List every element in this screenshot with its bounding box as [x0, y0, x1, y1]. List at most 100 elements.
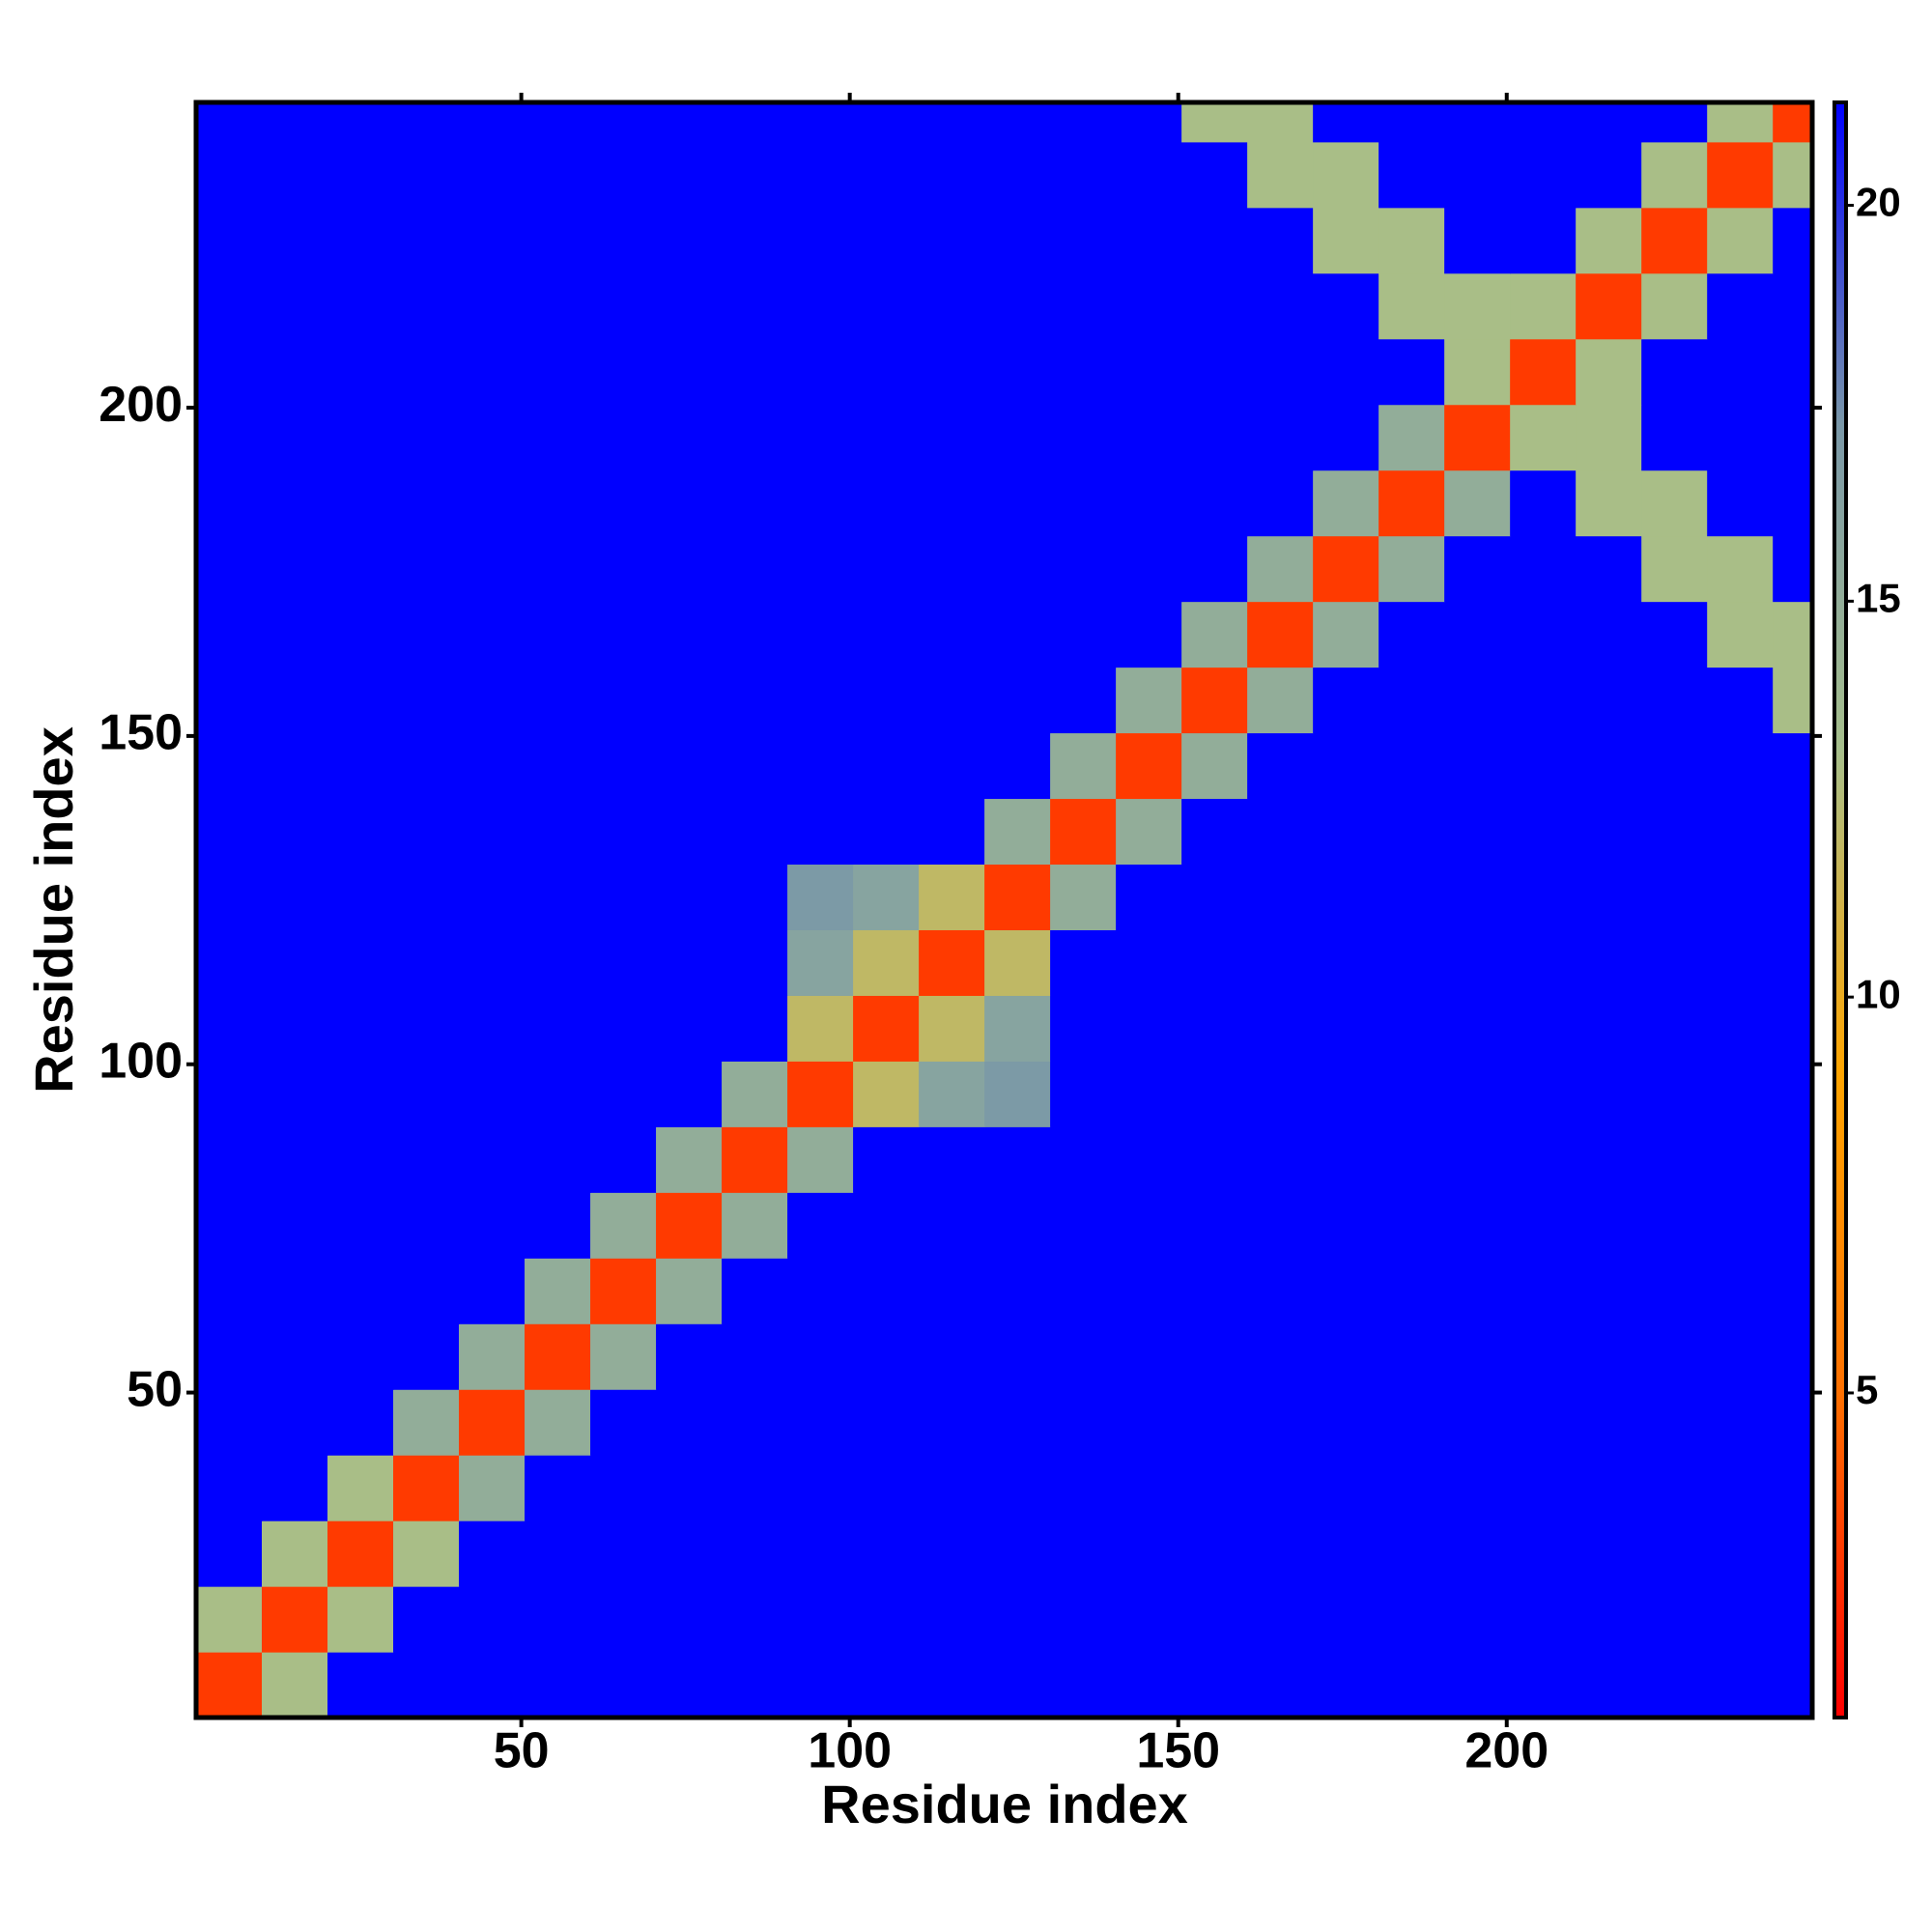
heatmap-cell [1641, 272, 1708, 340]
heatmap-cell [1510, 1652, 1577, 1719]
heatmap-cell [787, 1520, 854, 1587]
heatmap-cell [1050, 601, 1117, 668]
heatmap-cell [984, 1389, 1051, 1456]
heatmap-cell [393, 404, 460, 471]
heatmap-cell [1247, 404, 1314, 471]
heatmap-cell [262, 1126, 328, 1193]
heatmap-cell [919, 1061, 985, 1127]
heatmap-cell [393, 1389, 460, 1456]
heatmap-cell [1444, 338, 1511, 406]
heatmap-cell [1247, 102, 1314, 143]
heatmap-cell [1116, 732, 1182, 800]
heatmap-cell [1641, 535, 1708, 603]
heatmap-cell [459, 601, 526, 668]
heatmap-cell [262, 1586, 328, 1653]
heatmap-cell [1773, 141, 1813, 209]
heatmap-cell [459, 469, 526, 537]
heatmap-cell [1116, 995, 1182, 1062]
heatmap-cell [984, 1520, 1051, 1587]
heatmap-cell [327, 601, 394, 668]
heatmap-cell [1707, 1586, 1774, 1653]
heatmap-cell [327, 535, 394, 603]
heatmap-cell [919, 1126, 985, 1193]
heatmap-cell [1181, 141, 1248, 209]
heatmap-cell [393, 864, 460, 930]
heatmap-cell [1313, 1323, 1379, 1390]
heatmap-cell [1181, 995, 1248, 1062]
heatmap-cell [787, 272, 854, 340]
heatmap-cell [1641, 1652, 1708, 1719]
heatmap-cell [1773, 995, 1813, 1062]
heatmap-cell [656, 272, 723, 340]
heatmap-cell [722, 732, 788, 800]
heatmap-cell [1444, 1258, 1511, 1324]
heatmap-cell [984, 1586, 1051, 1653]
heatmap-cell [1773, 535, 1813, 603]
heatmap-cell [1641, 404, 1708, 471]
heatmap-cell [1378, 1126, 1445, 1193]
heatmap-cell [327, 1652, 394, 1719]
heatmap-cell [1247, 995, 1314, 1062]
heatmap-cell [722, 535, 788, 603]
heatmap-cell [1313, 1586, 1379, 1653]
heatmap-cell [984, 404, 1051, 471]
heatmap-cell [919, 338, 985, 406]
heatmap-cell [1707, 1652, 1774, 1719]
heatmap-cell [196, 798, 263, 866]
heatmap-cell [853, 1126, 920, 1193]
heatmap-cell [1116, 1192, 1182, 1259]
heatmap-cell [1050, 207, 1117, 274]
heatmap-cell [1576, 272, 1642, 340]
heatmap-cell [1378, 338, 1445, 406]
heatmap-cell [1050, 1455, 1117, 1521]
heatmap-cell [1247, 1455, 1314, 1521]
heatmap-cell [1181, 1586, 1248, 1653]
heatmap-cell [525, 1652, 591, 1719]
heatmap-cell [327, 1126, 394, 1193]
heatmap-cell [393, 1520, 460, 1587]
heatmap-cell [1378, 929, 1445, 996]
heatmap-cell [984, 535, 1051, 603]
heatmap-cell [1378, 798, 1445, 866]
heatmap-cell [1707, 929, 1774, 996]
heatmap-cell [1707, 207, 1774, 274]
heatmap-cell [525, 1323, 591, 1390]
heatmap-cell [1313, 1652, 1379, 1719]
heatmap-cell [262, 207, 328, 274]
heatmap-cell [1576, 535, 1642, 603]
heatmap-cell [459, 732, 526, 800]
heatmap-cell [1247, 601, 1314, 668]
heatmap-cell [722, 1586, 788, 1653]
heatmap-cell [393, 141, 460, 209]
heatmap-cell [853, 929, 920, 996]
heatmap-cell [525, 469, 591, 537]
heatmap-cell [853, 1520, 920, 1587]
heatmap-cell [262, 469, 328, 537]
heatmap-cell [656, 1192, 723, 1259]
heatmap-cell [196, 272, 263, 340]
y-tick-label: 150 [99, 705, 183, 761]
heatmap-cell [1181, 732, 1248, 800]
heatmap-cell [1181, 469, 1248, 537]
heatmap-cell [1116, 1455, 1182, 1521]
heatmap-cell [459, 929, 526, 996]
heatmap-cell [1050, 535, 1117, 603]
heatmap-cell [1378, 1192, 1445, 1259]
heatmap-cell [656, 995, 723, 1062]
heatmap-cell [656, 141, 723, 209]
heatmap-cell [722, 1652, 788, 1719]
heatmap-cell [1247, 141, 1314, 209]
heatmap-cell [262, 864, 328, 930]
heatmap-cell [1444, 1455, 1511, 1521]
heatmap-cell [1444, 1192, 1511, 1259]
heatmap-cell [656, 732, 723, 800]
heatmap-cell [1313, 1126, 1379, 1193]
heatmap-cell [1510, 404, 1577, 471]
heatmap-cell [787, 102, 854, 143]
heatmap-cell [1510, 667, 1577, 734]
heatmap-cell [590, 207, 657, 274]
x-tick-label: 200 [1464, 1723, 1548, 1779]
heatmap-cell [1641, 1258, 1708, 1324]
heatmap-cell [1181, 929, 1248, 996]
heatmap-cell [787, 1586, 854, 1653]
